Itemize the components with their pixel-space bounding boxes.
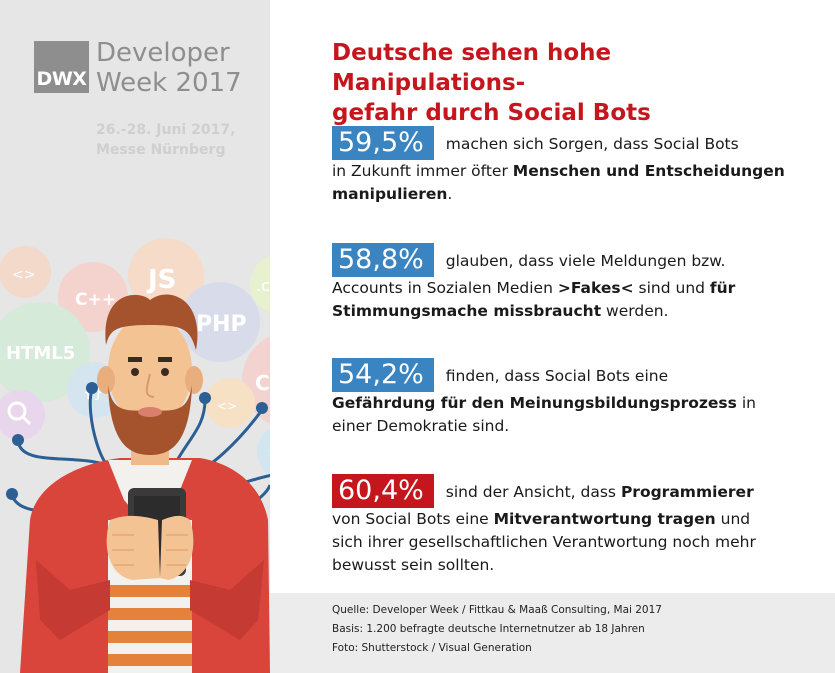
stat-2-text: glauben, dass viele Meldungen bzw. — [445, 252, 726, 270]
download-arrow-icon — [269, 450, 270, 451]
stat-3-text: in — [736, 394, 756, 412]
footer-photo-credit: Foto: Shutterstock / Visual Generation — [332, 642, 532, 654]
bubble-label: <> — [12, 267, 35, 283]
footer-source: Quelle: Developer Week / Fittkau & Maaß … — [332, 604, 662, 616]
logo-abbreviation: DWX — [36, 68, 87, 90]
stat-2-emphasis: >Fakes< — [557, 279, 634, 297]
footer-basis: Basis: 1.200 befragte deutsche Internetn… — [332, 623, 645, 635]
stat-3-emphasis: Gefährdung für den Meinungsbildungsproze… — [332, 394, 737, 412]
bubble-label: <> — [217, 399, 237, 413]
stat-4-text: und — [715, 510, 751, 528]
stat-3: 54,2% finden, dass Social Bots eine Gefäh… — [332, 358, 802, 438]
stat-4-text: von Social Bots eine — [332, 510, 494, 528]
stat-2-emphasis: für — [709, 279, 736, 297]
brand-line-2: Week 2017 — [96, 68, 242, 98]
bubble-label: .com — [256, 276, 270, 295]
brand-line-1: Developer — [96, 38, 230, 68]
stat-4-text: sich ihrer gesellschaftlichen Verantwort… — [332, 533, 756, 551]
dwx-logo: DWX — [34, 41, 89, 93]
headline-line-2: gefahr durch Social Bots — [332, 100, 651, 126]
right-hand — [160, 515, 194, 580]
left-hand — [106, 515, 160, 580]
brand-name: Developer Week 2017 — [96, 38, 242, 98]
stat-3-text: finden, dass Social Bots eine — [445, 367, 669, 385]
stat-2: 58,8% glauben, dass viele Meldungen bzw. … — [332, 243, 802, 323]
stat-2-value: 58,8% — [332, 243, 434, 277]
stat-3-value: 54,2% — [332, 358, 434, 392]
beard — [108, 385, 192, 455]
stat-1-text: machen sich Sorgen, dass Social Bots — [445, 135, 739, 153]
bubble-code — [0, 246, 51, 298]
stat-1-text: in Zukunft immer öfter — [332, 162, 513, 180]
bubble-label: CSS3 — [255, 371, 270, 395]
stat-2-text: sind und — [633, 279, 710, 297]
stat-1-emphasis: manipulieren — [332, 185, 448, 203]
bubble-label: JS — [146, 265, 176, 295]
stat-4-emphasis: Mitverantwortung tragen — [493, 510, 716, 528]
bubble-label: PHP — [196, 312, 247, 337]
stat-1-value: 59,5% — [332, 126, 434, 160]
stat-2-emphasis: Stimmungsmache missbraucht — [332, 302, 602, 320]
stat-4-value: 60,4% — [332, 474, 434, 508]
face — [108, 315, 192, 425]
magnifier-icon — [7, 401, 27, 421]
hair — [105, 294, 198, 350]
illustration-panel: <> JS .com C++ PHP HTML5 CSS3 {} <> — [0, 0, 270, 673]
stat-3-text: einer Demokratie sind. — [332, 417, 510, 435]
stat-4-text: bewusst sein sollten. — [332, 556, 495, 574]
stat-1: 59,5% machen sich Sorgen, dass Social Bot… — [332, 126, 802, 206]
headline-line-1: Deutsche sehen hohe Manipulations- — [332, 40, 612, 96]
headline: Deutsche sehen hohe Manipulations- gefah… — [332, 38, 812, 128]
stat-1-emphasis: Menschen und Entscheidungen — [512, 162, 785, 180]
event-dates: 26.-28. Juni 2017, — [96, 122, 236, 138]
bubble-label: C++ — [75, 290, 116, 310]
event-location: Messe Nürnberg — [96, 142, 226, 158]
bubble-label: HTML5 — [6, 343, 75, 364]
stat-1-text: . — [447, 185, 453, 203]
stat-4-emphasis: Programmierer — [620, 483, 754, 501]
stat-2-text: Accounts in Sozialen Medien — [332, 279, 558, 297]
illustration: <> JS .com C++ PHP HTML5 CSS3 {} <> — [0, 238, 270, 673]
stat-2-text: werden. — [601, 302, 669, 320]
stat-4-text: sind der Ansicht, dass — [445, 483, 621, 501]
stat-4: 60,4% sind der Ansicht, dass Programmiere… — [332, 474, 802, 577]
source-footer: Quelle: Developer Week / Fittkau & Maaß … — [270, 593, 835, 673]
event-info: 26.-28. Juni 2017, Messe Nürnberg — [96, 120, 235, 160]
